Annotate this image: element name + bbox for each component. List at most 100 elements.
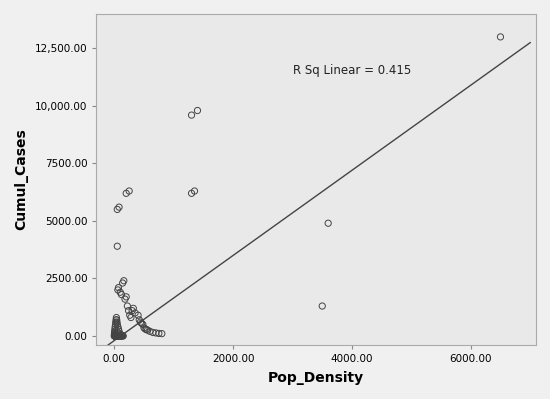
Point	[111, 332, 119, 339]
Point	[118, 333, 127, 339]
Point	[318, 303, 327, 309]
Point	[110, 331, 119, 338]
Point	[110, 333, 119, 339]
Point	[125, 188, 134, 194]
Point	[122, 190, 130, 197]
Point	[111, 333, 120, 339]
Point	[140, 325, 148, 331]
Text: R Sq Linear = 0.415: R Sq Linear = 0.415	[293, 65, 411, 77]
Point	[113, 333, 122, 339]
Point	[193, 107, 202, 114]
Point	[142, 326, 151, 333]
Point	[111, 332, 120, 339]
Point	[112, 317, 121, 323]
Point	[112, 333, 120, 339]
Point	[112, 333, 121, 339]
Point	[111, 332, 119, 339]
Point	[112, 333, 121, 339]
Point	[114, 326, 123, 332]
Point	[119, 278, 128, 284]
Point	[117, 291, 126, 298]
Point	[117, 333, 126, 339]
Point	[113, 319, 122, 325]
Point	[114, 328, 123, 334]
Point	[148, 329, 157, 336]
Point	[110, 333, 119, 339]
Point	[112, 314, 121, 321]
Point	[139, 321, 147, 328]
X-axis label: Pop_Density: Pop_Density	[268, 371, 364, 385]
Point	[111, 326, 119, 332]
Point	[113, 333, 122, 339]
Point	[134, 312, 142, 318]
Point	[111, 332, 119, 339]
Point	[112, 333, 120, 339]
Point	[111, 333, 119, 339]
Point	[118, 333, 127, 339]
Point	[112, 333, 120, 339]
Point	[112, 333, 120, 339]
Point	[112, 333, 120, 339]
Point	[116, 330, 124, 337]
Point	[111, 332, 119, 338]
Point	[111, 333, 119, 339]
Point	[114, 333, 123, 339]
Point	[190, 188, 199, 194]
Point	[117, 332, 125, 338]
Point	[126, 314, 135, 321]
Point	[111, 333, 120, 339]
Point	[111, 333, 120, 339]
Point	[113, 333, 122, 339]
Point	[112, 319, 120, 325]
Point	[111, 333, 119, 339]
Point	[113, 321, 122, 328]
Point	[146, 328, 155, 334]
Point	[324, 220, 333, 226]
Point	[110, 329, 119, 336]
Point	[124, 308, 133, 314]
Point	[116, 332, 125, 338]
Point	[187, 190, 196, 197]
Point	[116, 333, 125, 339]
Point	[111, 332, 119, 339]
Point	[111, 333, 119, 339]
Point	[157, 330, 166, 337]
Point	[111, 332, 119, 339]
Point	[113, 206, 122, 213]
Point	[111, 324, 119, 330]
Point	[110, 331, 119, 337]
Point	[141, 326, 150, 332]
Point	[111, 321, 120, 328]
Point	[113, 333, 122, 339]
Point	[155, 330, 163, 337]
Point	[112, 333, 121, 339]
Point	[128, 308, 136, 314]
Point	[119, 333, 128, 339]
Point	[110, 330, 119, 337]
Point	[113, 333, 122, 339]
Point	[496, 34, 505, 40]
Point	[118, 280, 127, 286]
Point	[111, 333, 120, 339]
Point	[111, 333, 120, 339]
Point	[110, 333, 119, 339]
Point	[116, 333, 124, 339]
Point	[112, 333, 121, 339]
Point	[187, 112, 196, 118]
Point	[113, 324, 122, 330]
Point	[143, 327, 152, 334]
Point	[135, 317, 144, 323]
Point	[112, 333, 120, 339]
Point	[110, 333, 119, 339]
Point	[122, 294, 130, 300]
Point	[113, 287, 122, 293]
Point	[112, 333, 121, 339]
Point	[110, 332, 119, 338]
Y-axis label: Cumul_Cases: Cumul_Cases	[14, 128, 28, 230]
Point	[151, 330, 160, 336]
Point	[125, 312, 134, 318]
Point	[116, 289, 125, 295]
Point	[136, 319, 145, 325]
Point	[114, 333, 123, 339]
Point	[112, 333, 120, 339]
